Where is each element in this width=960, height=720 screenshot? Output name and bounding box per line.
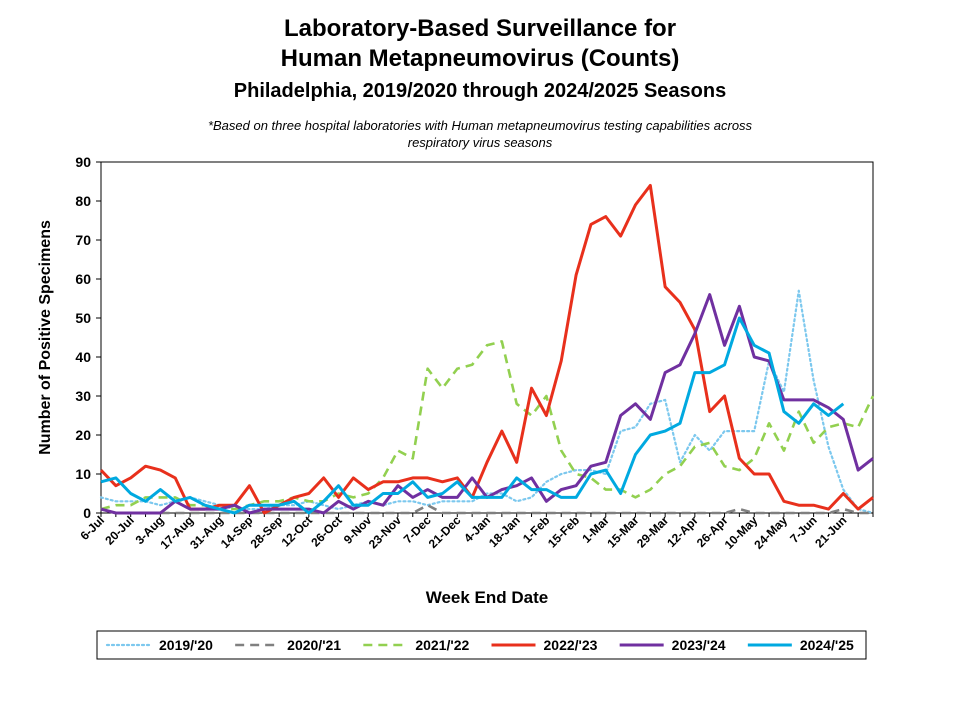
x-tick-label: 29-Mar [634, 513, 671, 550]
y-tick-label: 20 [75, 427, 91, 443]
x-tick-label: 23-Nov [366, 513, 404, 551]
chart-title-line2: Human Metapneumovirus (Counts) [280, 45, 680, 72]
legend-label: 2024/'25 [800, 637, 854, 653]
legend-label: 2020/'21 [287, 637, 341, 653]
chart-footnote: *Based on three hospital laboratories wi… [160, 117, 800, 151]
y-tick-label: 80 [75, 193, 91, 209]
x-tick-label: 18-Jan [486, 513, 523, 550]
y-tick-label: 60 [75, 271, 91, 287]
y-tick-label: 0 [83, 505, 91, 521]
x-tick-label: 14-Sep [218, 513, 256, 551]
y-tick-label: 70 [75, 232, 91, 248]
y-tick-label: 90 [75, 154, 91, 170]
chart-legend: 2019/'20 2020/'21 2021/'22 2022/'23 2023/'24… [96, 630, 867, 660]
series-line-2021-22 [100, 340, 875, 511]
chart-subtitle: Philadelphia, 2019/2020 through 2024/202… [233, 80, 727, 102]
x-tick-label: 12-Apr [664, 513, 701, 550]
footnote-line-1: *Based on three hospital laboratories wi… [207, 118, 753, 133]
series-line-2019-20 [99, 289, 875, 515]
x-tick-label: 31-Aug [187, 513, 226, 552]
legend-label: 2019/'20 [159, 637, 213, 653]
x-tick-label: 24-May [751, 513, 790, 552]
x-tick-label: 21-Dec [426, 513, 464, 551]
series-line-2024-25 [100, 316, 845, 515]
legend-label: 2022/'23 [544, 637, 598, 653]
x-tick-label: 15-Feb [545, 513, 582, 550]
legend-label: 2021/'22 [415, 637, 469, 653]
x-tick-label: 15-Mar [604, 513, 641, 550]
x-tick-label: 26-Oct [308, 513, 344, 549]
x-axis-title: Week End Date [426, 588, 549, 607]
x-tick-label: 20-Jul [102, 513, 136, 547]
footnote-line-2: respiratory virus seasons [407, 135, 553, 150]
y-tick-label: 30 [75, 388, 91, 404]
series-line-2022-23 [99, 183, 874, 515]
x-tick-label: 28-Sep [248, 513, 286, 551]
legend-frame [96, 630, 867, 660]
y-tick-label: 50 [75, 310, 91, 326]
legend-label: 2023/'24 [672, 637, 726, 653]
series-line-2023-24 [100, 293, 874, 515]
x-tick-label: 12-Oct [279, 513, 315, 549]
x-tick-label: 21-Jun [812, 513, 849, 550]
chart-title: Laboratory-Based Surveillance for [283, 15, 677, 42]
y-axis-title: Number of Positive Specimens [37, 220, 54, 455]
series-line-2020-21 [100, 503, 873, 515]
y-tick-label: 40 [75, 349, 91, 365]
y-tick-label: 10 [75, 466, 91, 482]
